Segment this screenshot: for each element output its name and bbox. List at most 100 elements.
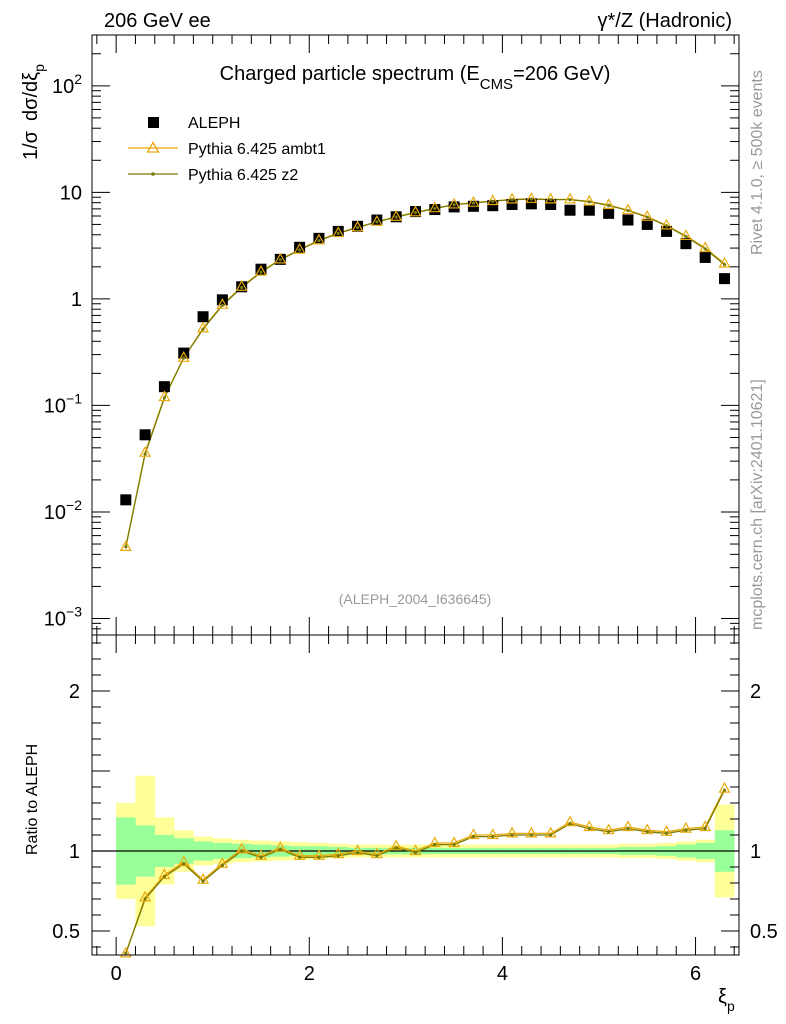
z2-point (549, 198, 553, 202)
ratio-ambt1-point (506, 826, 519, 838)
plot-title-sub: CMS (480, 76, 513, 93)
ratio-z2-point (529, 833, 533, 837)
ratio-ambt1-point (312, 849, 325, 860)
main-y-tick-label: 10−2 (44, 497, 82, 524)
ambt1-point (583, 194, 596, 206)
ratio-ambt1-point (467, 828, 480, 840)
ratio-z2-point (220, 863, 224, 868)
ratio-ambt1-point (699, 820, 712, 832)
aleph-point (680, 238, 692, 250)
aleph-point (641, 218, 653, 230)
x-axis-label-sub: p (727, 998, 735, 1014)
ratio-ambt1-point (216, 857, 229, 868)
ratio-ambt1-point (428, 836, 441, 848)
main-y-tick-label: 1 (71, 289, 82, 311)
aleph-point (197, 311, 209, 323)
ratio-y-tick-label-left: 2 (69, 681, 80, 703)
ratio-ambt1-point (660, 825, 673, 836)
main-y-tick-label: 10 (60, 182, 82, 204)
ratio-ambt1-point (448, 836, 461, 848)
z2-point (529, 197, 533, 201)
ratio-ambt1-point (525, 826, 538, 838)
aleph-point (332, 225, 344, 237)
z2-point (433, 206, 437, 211)
analysis-label: (ALEPH_2004_I636645) (339, 591, 492, 607)
ambt1-line (125, 198, 725, 548)
z2-point (587, 200, 591, 204)
ratio-z2-point (298, 855, 302, 860)
aleph-point (545, 198, 557, 210)
ambt1-point (660, 218, 673, 230)
ratio-ambt1-point (486, 828, 499, 840)
ratio-ambt1-point (370, 847, 383, 859)
x-tick-label: 4 (497, 963, 508, 985)
z2-point (510, 198, 514, 202)
z2-point (664, 224, 669, 228)
aleph-point (487, 200, 499, 212)
ambt1-point (293, 242, 306, 254)
ratio-ambt1-point (158, 868, 171, 880)
main-y-axis-label: 1/σ dσ/dξp (20, 64, 47, 160)
ratio-z2-point (684, 828, 688, 832)
ratio-z2-point (491, 835, 495, 839)
main-y-tick-label: 10−3 (44, 604, 82, 631)
ratio-series-layer (119, 781, 731, 958)
ambt1-point (544, 192, 557, 204)
ambt1-point (274, 252, 287, 264)
ambt1-point (254, 264, 268, 276)
x-tick-label: 2 (304, 963, 315, 985)
ratio-y-tick-label-left: 0.5 (52, 921, 80, 943)
ambt1-point (390, 210, 403, 221)
z2-point (703, 247, 707, 251)
z2-point (452, 203, 456, 207)
ratio-ambt1-point (544, 826, 557, 838)
ratio-ambt1-point (139, 890, 152, 902)
aleph-point (506, 198, 518, 210)
ratio-z2-point (587, 827, 591, 831)
x-tick-label: 0 (111, 963, 122, 985)
ambt1-point (699, 241, 712, 253)
ratio-z2-point (162, 875, 167, 879)
ratio-z2-point (452, 843, 456, 847)
aleph-point (583, 204, 595, 216)
ratio-z2-point (375, 854, 379, 858)
z2-point (201, 327, 205, 331)
z2-line (125, 198, 725, 548)
ratio-z2-point (607, 830, 611, 834)
ratio-ambt1-point (274, 841, 287, 852)
aleph-point (255, 263, 267, 275)
ratio-ambt1-point (621, 820, 634, 832)
z2-point (491, 199, 495, 203)
ratio-ambt1-point (390, 839, 403, 851)
aleph-point (448, 201, 460, 213)
main-y-tick-label: 10−1 (44, 390, 82, 417)
z2-point (317, 239, 321, 243)
legend-marker-aleph (148, 117, 159, 128)
ambt1-point (158, 390, 171, 402)
z2-point (182, 356, 186, 360)
z2-point (278, 258, 282, 262)
ambt1-point (718, 256, 731, 268)
ratio-ambt1-point (119, 946, 132, 958)
ratio-ambt1-point (718, 781, 731, 793)
z2-point (568, 198, 572, 202)
z2-point (220, 303, 224, 307)
ratio-ambt1-point (641, 823, 654, 835)
ratio-z2-point (626, 827, 630, 831)
ratio-z2-point (433, 843, 437, 847)
ambt1-point (370, 215, 383, 226)
ratio-z2-point (336, 854, 340, 858)
plot-title: Charged particle spectrum (ECMS=206 GeV) (220, 63, 611, 93)
z2-point (684, 234, 688, 239)
ambt1-point (563, 192, 577, 204)
z2-point (471, 201, 476, 205)
aleph-point (699, 251, 711, 263)
z2-point (626, 208, 630, 213)
ratio-z2-point (568, 822, 572, 826)
x-axis-label-base: ξ (718, 986, 727, 1008)
z2-point (336, 231, 340, 235)
ambt1-point (428, 201, 441, 213)
legend-label-aleph: ALEPH (188, 115, 240, 132)
legend-marker-ambt1 (146, 141, 160, 153)
ratio-ambt1-point (197, 873, 210, 884)
